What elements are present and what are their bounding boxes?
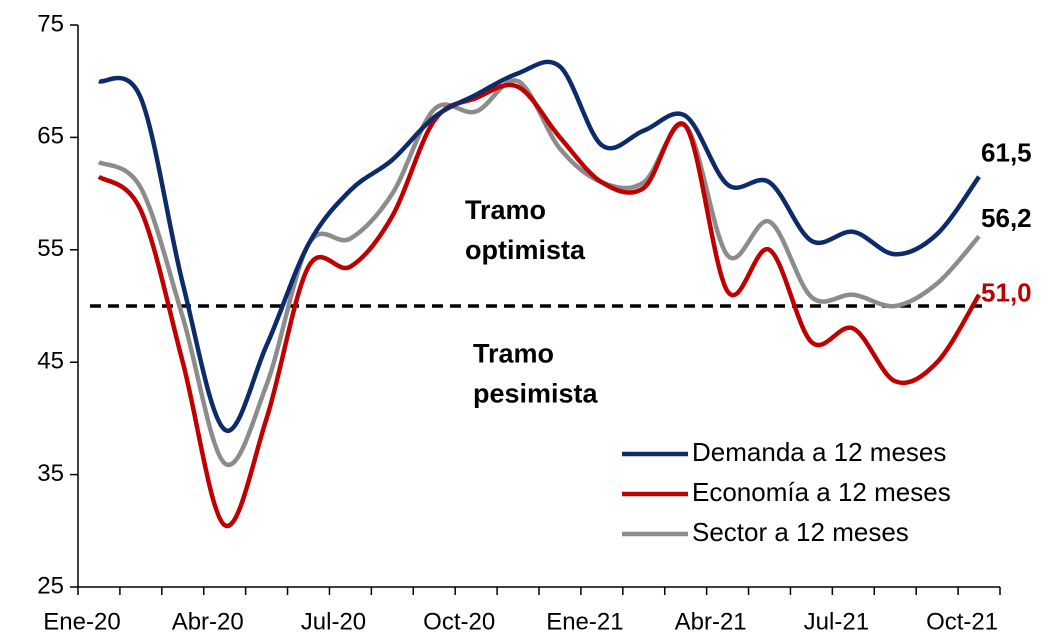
legend-label: Sector a 12 meses — [692, 517, 909, 547]
x-tick-label: Jul-20 — [301, 608, 366, 635]
y-tick-label: 55 — [37, 235, 64, 262]
y-tick-label: 35 — [37, 460, 64, 487]
y-tick-label: 75 — [37, 10, 64, 37]
data-label: 56,2 — [981, 203, 1032, 233]
x-tick-label: Oct-21 — [926, 608, 998, 635]
legend-label: Economía a 12 meses — [692, 477, 951, 507]
annotation: Tramo — [473, 338, 554, 368]
series-line — [97, 82, 981, 529]
x-tick-label: Abr-20 — [172, 608, 244, 635]
x-tick-label: Ene-21 — [546, 608, 623, 635]
x-tick-label: Ene-20 — [43, 608, 120, 635]
annotation: optimista — [465, 235, 586, 265]
series-line — [98, 59, 981, 433]
x-tick-label: Abr-21 — [675, 608, 747, 635]
y-tick-label: 65 — [37, 123, 64, 150]
x-tick-label: Jul-21 — [804, 608, 869, 635]
x-tick-label: Oct-20 — [423, 608, 495, 635]
data-label: 51,0 — [981, 278, 1032, 308]
annotation: pesimista — [473, 378, 599, 408]
legend-label: Demanda a 12 meses — [692, 437, 946, 467]
y-tick-label: 25 — [37, 572, 64, 599]
series-line — [97, 78, 981, 468]
data-label: 61,5 — [981, 138, 1032, 168]
y-tick-label: 45 — [37, 348, 64, 375]
annotation: Tramo — [465, 195, 546, 225]
